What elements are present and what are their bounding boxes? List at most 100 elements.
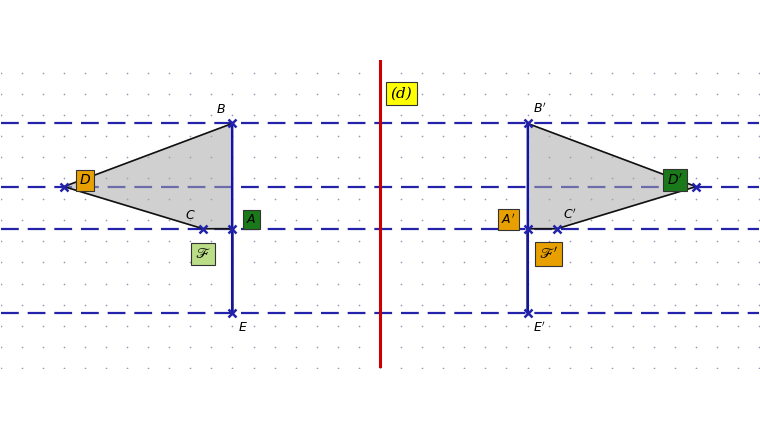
- Point: [606, 133, 618, 140]
- Point: [669, 238, 681, 245]
- Point: [500, 133, 512, 140]
- Point: [627, 238, 639, 245]
- Point: [753, 259, 760, 266]
- Point: [290, 154, 302, 160]
- Point: [416, 90, 428, 97]
- Point: [332, 133, 344, 140]
- Point: [395, 238, 407, 245]
- Point: [690, 301, 702, 308]
- Point: [58, 280, 70, 287]
- Point: [100, 280, 112, 287]
- Point: [332, 238, 344, 245]
- Point: [205, 69, 217, 76]
- Point: [374, 154, 386, 160]
- Point: [58, 69, 70, 76]
- Point: [311, 343, 323, 350]
- Point: [100, 364, 112, 371]
- Point: [711, 196, 724, 203]
- Point: [248, 238, 260, 245]
- Point: [311, 217, 323, 224]
- Point: [163, 322, 176, 329]
- Point: [753, 238, 760, 245]
- Point: [142, 196, 154, 203]
- Point: [36, 343, 49, 350]
- Point: [437, 301, 449, 308]
- Text: (d): (d): [390, 87, 412, 101]
- Point: [290, 112, 302, 119]
- Point: [163, 112, 176, 119]
- Point: [268, 69, 280, 76]
- Point: [205, 133, 217, 140]
- Point: [521, 322, 534, 329]
- Polygon shape: [64, 123, 233, 313]
- Point: [690, 112, 702, 119]
- Point: [205, 259, 217, 266]
- Point: [437, 364, 449, 371]
- Point: [100, 301, 112, 308]
- Point: [184, 301, 196, 308]
- Point: [584, 196, 597, 203]
- Point: [311, 69, 323, 76]
- Point: [416, 133, 428, 140]
- Point: [79, 112, 91, 119]
- Point: [606, 112, 618, 119]
- Point: [521, 112, 534, 119]
- Point: [753, 133, 760, 140]
- Point: [311, 133, 323, 140]
- Point: [58, 90, 70, 97]
- Point: [268, 238, 280, 245]
- Text: $A$: $A$: [246, 213, 257, 226]
- Point: [690, 364, 702, 371]
- Point: [627, 343, 639, 350]
- Point: [0, 343, 7, 350]
- Point: [437, 154, 449, 160]
- Point: [163, 343, 176, 350]
- Point: [332, 69, 344, 76]
- Point: [121, 196, 133, 203]
- Point: [248, 364, 260, 371]
- Point: [79, 301, 91, 308]
- Point: [753, 175, 760, 181]
- Point: [184, 364, 196, 371]
- Point: [648, 69, 660, 76]
- Point: [374, 112, 386, 119]
- Point: [36, 154, 49, 160]
- Point: [374, 217, 386, 224]
- Point: [374, 322, 386, 329]
- Point: [121, 217, 133, 224]
- Point: [248, 259, 260, 266]
- Point: [226, 196, 239, 203]
- Point: [753, 322, 760, 329]
- Point: [184, 280, 196, 287]
- Point: [480, 175, 492, 181]
- Point: [711, 154, 724, 160]
- Point: [353, 196, 365, 203]
- Point: [332, 175, 344, 181]
- Point: [500, 69, 512, 76]
- Point: [606, 69, 618, 76]
- Point: [226, 343, 239, 350]
- Point: [36, 259, 49, 266]
- Point: [669, 175, 681, 181]
- Point: [311, 154, 323, 160]
- Point: [458, 301, 470, 308]
- Point: [290, 175, 302, 181]
- Point: [290, 196, 302, 203]
- Point: [437, 196, 449, 203]
- Point: [711, 90, 724, 97]
- Point: [374, 280, 386, 287]
- Point: [121, 238, 133, 245]
- Point: [58, 364, 70, 371]
- Point: [248, 175, 260, 181]
- Point: [100, 69, 112, 76]
- Point: [79, 343, 91, 350]
- Point: [353, 259, 365, 266]
- Point: [100, 217, 112, 224]
- Text: $D'$: $D'$: [667, 172, 683, 188]
- Point: [205, 343, 217, 350]
- Point: [732, 133, 744, 140]
- Point: [36, 69, 49, 76]
- Point: [690, 322, 702, 329]
- Point: [311, 364, 323, 371]
- Point: [543, 280, 555, 287]
